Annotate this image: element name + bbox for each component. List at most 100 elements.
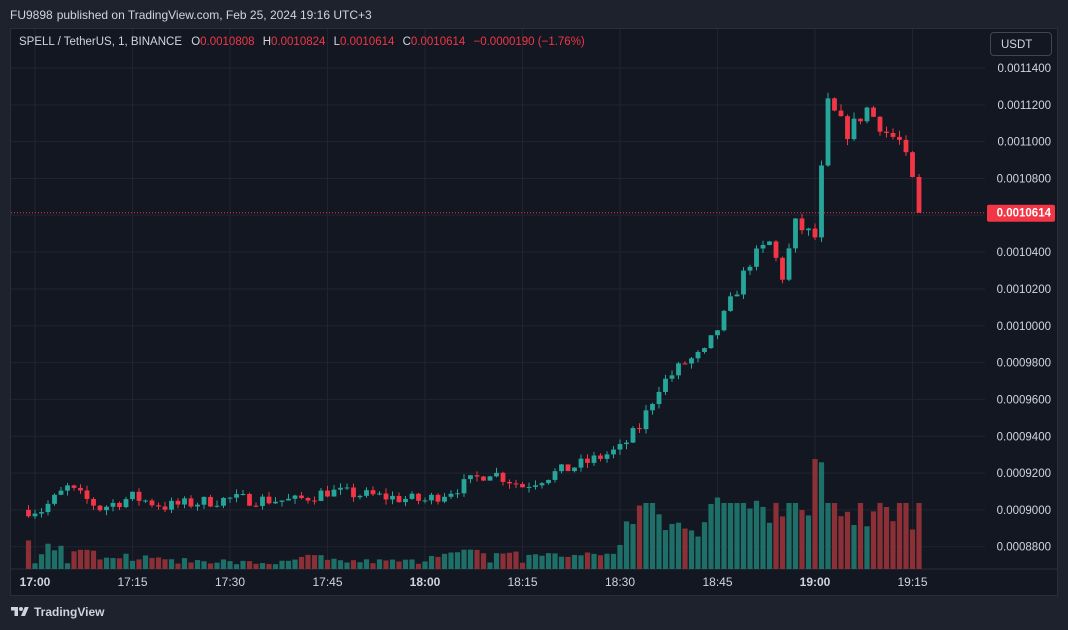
low-value: 0.0010614	[340, 36, 395, 48]
candle-body	[97, 505, 103, 511]
high-key: H	[262, 36, 272, 48]
candle-body	[84, 490, 90, 499]
volume-bar	[370, 563, 376, 569]
currency-button[interactable]: USDT	[990, 32, 1052, 56]
volume-bar	[708, 504, 714, 569]
candle-body	[123, 499, 129, 508]
volume-bar	[786, 503, 792, 569]
volume-bar	[201, 561, 207, 569]
candle-body	[58, 490, 64, 495]
open-value: 0.0010808	[200, 36, 255, 48]
volume-bar	[565, 556, 571, 569]
volume-bar	[233, 564, 240, 569]
candle-body	[429, 494, 434, 501]
volume-bar	[630, 523, 636, 569]
candle-body	[533, 485, 538, 487]
volume-bar	[51, 550, 58, 569]
volume-bar	[168, 559, 175, 569]
candle-body	[877, 116, 883, 132]
volume-bar	[311, 555, 318, 569]
volume-bar	[285, 560, 292, 569]
candle-body	[565, 464, 571, 472]
volume-bar	[721, 503, 727, 569]
volume-bar	[64, 563, 71, 569]
candle-body	[305, 498, 311, 501]
volume-bar	[500, 553, 506, 569]
footer-brand[interactable]: TradingView	[34, 605, 105, 619]
y-tick-label: 0.0011200	[997, 100, 1051, 112]
volume-bar	[103, 557, 110, 569]
candle-body	[890, 132, 896, 137]
candle-body	[65, 485, 70, 491]
volume-bar	[402, 559, 409, 569]
y-tick-label: 0.0009800	[997, 358, 1051, 370]
ohlc-legend: SPELL / TetherUS, 1, BINANCE O0.0010808 …	[19, 36, 590, 48]
volume-bar	[344, 562, 350, 569]
volume-bar	[662, 530, 669, 569]
candle-body	[786, 248, 792, 280]
volume-bar	[695, 536, 701, 569]
candle-body	[871, 107, 876, 117]
volume-bar	[350, 560, 357, 569]
volume-bar	[454, 552, 461, 569]
candle-body	[32, 513, 38, 517]
y-tick-label: 0.0009400	[997, 431, 1051, 443]
volume-bar	[825, 503, 831, 569]
x-tick-label: 17:00	[20, 575, 51, 589]
candle-body	[838, 110, 844, 117]
publish-header: FU9898 published on TradingView.com, Feb …	[0, 0, 1068, 28]
candle-body	[481, 476, 486, 481]
symbol-label[interactable]: SPELL / TetherUS, 1, BINANCE	[19, 36, 182, 48]
volume-bar	[643, 503, 649, 569]
candle-body	[448, 493, 454, 497]
volume-bar	[519, 562, 526, 569]
volume-bar	[467, 549, 474, 569]
volume-bar	[539, 555, 545, 569]
volume-bar	[864, 526, 870, 569]
candle-body	[45, 503, 51, 513]
close-key: C	[402, 36, 411, 48]
volume-bar	[812, 459, 818, 569]
candle-body	[637, 428, 642, 430]
candle-body	[91, 498, 96, 506]
candle-body	[832, 98, 837, 111]
volume-bar	[675, 522, 682, 569]
volume-bar	[916, 503, 922, 569]
volume-bar	[194, 560, 201, 569]
candle-body	[286, 498, 291, 501]
volume-bar	[766, 522, 773, 569]
volume-bar	[77, 549, 84, 569]
volume-bar	[214, 562, 220, 569]
volume-bar	[435, 556, 441, 569]
volume-bar	[747, 508, 753, 569]
candle-body	[227, 497, 233, 499]
volume-bar	[740, 503, 747, 569]
volume-bar	[97, 559, 103, 569]
candle-body	[195, 504, 200, 507]
volume-bar	[337, 560, 344, 569]
candle-body	[442, 496, 447, 502]
volume-bar	[682, 528, 688, 569]
volume-bar	[396, 561, 402, 569]
volume-bar	[266, 563, 272, 569]
volume-bar	[116, 558, 123, 569]
candle-body	[773, 241, 779, 258]
candle-body	[422, 500, 428, 502]
volume-bar	[883, 506, 890, 569]
candle-body	[247, 493, 252, 506]
candle-body	[435, 494, 441, 502]
volume-bar	[669, 524, 675, 569]
price-chart[interactable]: 0.0011400 0.0011200 0.0011000 0.0010800 0.00…	[11, 29, 1057, 595]
y-tick-label: 0.0010200	[997, 284, 1051, 296]
candle-body	[702, 348, 707, 352]
chart-panel[interactable]: 0.0011400 0.0011200 0.0011000 0.0010800 0.00…	[10, 28, 1058, 596]
candle-body	[357, 495, 363, 498]
volume-bar	[383, 560, 389, 569]
candle-body	[520, 484, 525, 488]
candle-body	[416, 493, 421, 501]
last-price-label: 0.0010614	[997, 208, 1052, 220]
author-name[interactable]: FU9898	[10, 8, 53, 22]
tradingview-logo-icon[interactable]	[10, 605, 30, 619]
volume-bar	[220, 559, 227, 569]
volume-bar	[571, 554, 578, 569]
